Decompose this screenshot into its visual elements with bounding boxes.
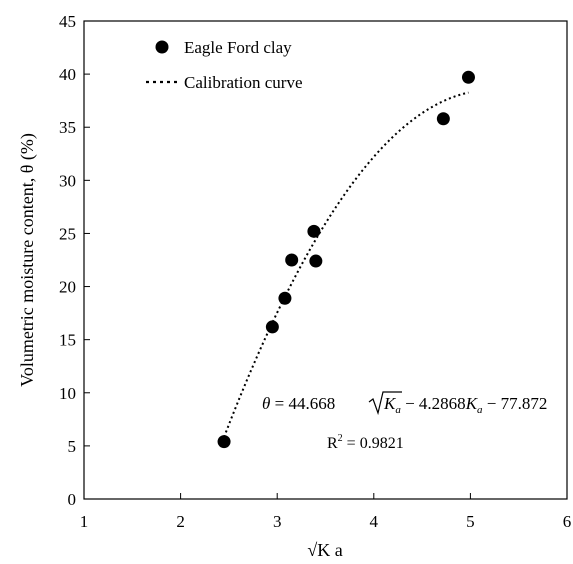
data-points-layer [217, 70, 475, 449]
data-point [436, 112, 450, 126]
data-point [309, 254, 323, 268]
equation-coef-b: − 4.2868 [401, 394, 466, 413]
data-point [265, 320, 279, 334]
data-point [285, 253, 299, 267]
equation-theta: θ [262, 394, 270, 413]
x-tick-label: 1 [80, 512, 89, 531]
legend-marker-eagle-ford-clay [155, 40, 169, 54]
data-point [217, 435, 231, 449]
equation-coef-c: − 77.872 [483, 394, 548, 413]
x-tick-label: 2 [176, 512, 185, 531]
y-tick-label: 45 [59, 12, 76, 31]
y-tick-label: 40 [59, 65, 76, 84]
legend-label-eagle-ford-clay: Eagle Ford clay [184, 38, 292, 57]
x-axis-label: √K a [307, 540, 342, 560]
equation-k2: K [465, 394, 479, 413]
y-axis-ticks: 0 5 10 15 20 25 30 35 40 45 [59, 12, 90, 509]
y-tick-label: 5 [68, 437, 77, 456]
y-tick-label: 10 [59, 384, 76, 403]
calibration-curve-layer [223, 91, 469, 438]
y-tick-label: 30 [59, 171, 76, 190]
legend: Eagle Ford clay Calibration curve [146, 38, 303, 92]
data-point [278, 291, 292, 305]
r-squared-sup: 2 [338, 433, 343, 444]
y-tick-label: 35 [59, 118, 76, 137]
r-squared: R2 = 0.9821 [327, 433, 404, 452]
y-tick-label: 0 [68, 490, 77, 509]
y-axis-label: Volumetric moisture content, θ (%) [17, 133, 38, 387]
data-point [307, 224, 321, 238]
x-axis-ticks: 1 2 3 4 5 6 [80, 493, 572, 531]
sqrt-sign [368, 391, 402, 416]
svg-text:θ = 44.668: θ = 44.668 [262, 394, 335, 413]
r-squared-value: = 0.9821 [343, 435, 404, 452]
equation-annotation: θ = 44.668 Ka − 4.2868Ka − 77.872 R2 = 0… [262, 391, 547, 452]
x-tick-label: 4 [370, 512, 379, 531]
plot-frame [83, 20, 568, 500]
equation-coef-a: = 44.668 [270, 394, 335, 413]
svg-text:Ka − 4.2868Ka − 77.872: Ka − 4.2868Ka − 77.872 [383, 394, 547, 416]
y-tick-label: 20 [59, 278, 76, 297]
x-tick-label: 6 [563, 512, 572, 531]
equation-k2-sub: a [477, 404, 483, 416]
legend-label-calibration-curve: Calibration curve [184, 73, 303, 92]
y-tick-label: 15 [59, 331, 76, 350]
r-squared-label: R [327, 435, 338, 452]
equation-radicand-sub: a [395, 404, 401, 416]
equation-radicand: K [383, 394, 397, 413]
x-tick-label: 5 [466, 512, 475, 531]
data-point [461, 70, 475, 84]
y-tick-label: 25 [59, 224, 76, 243]
calibration-curve-line [223, 91, 469, 438]
x-tick-label: 3 [273, 512, 282, 531]
